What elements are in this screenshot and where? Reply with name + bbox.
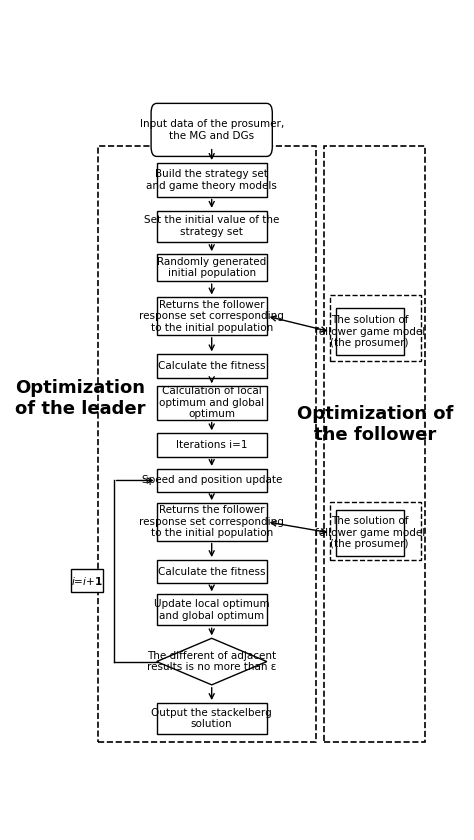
Text: Randomly generated
initial population: Randomly generated initial population [157, 257, 266, 279]
Text: Optimization of
the follower: Optimization of the follower [297, 405, 453, 444]
FancyBboxPatch shape [156, 469, 267, 492]
FancyBboxPatch shape [156, 163, 267, 197]
FancyBboxPatch shape [151, 103, 272, 156]
Text: Update local optimum
and global optimum: Update local optimum and global optimum [154, 599, 270, 621]
FancyBboxPatch shape [156, 254, 267, 281]
Text: Returns the follower
response set corresponding
to the initial population: Returns the follower response set corres… [139, 506, 284, 538]
Text: Calculation of local
optimum and global
optimum: Calculation of local optimum and global … [159, 386, 264, 419]
FancyBboxPatch shape [71, 569, 103, 592]
Text: Calculate the fitness: Calculate the fitness [158, 361, 265, 371]
Text: Optimization
of the leader: Optimization of the leader [15, 379, 146, 417]
Text: $i$=$i$+$\mathbf{1}$: $i$=$i$+$\mathbf{1}$ [71, 575, 103, 586]
Text: Output the stackelberg
solution: Output the stackelberg solution [151, 707, 272, 729]
FancyBboxPatch shape [156, 211, 267, 242]
Text: Iterations i=1: Iterations i=1 [176, 440, 247, 450]
Text: The solution of
follower game model
(the prosumer): The solution of follower game model (the… [315, 315, 425, 349]
Text: Calculate the fitness: Calculate the fitness [158, 567, 265, 577]
FancyBboxPatch shape [336, 308, 404, 355]
Bar [330, 501, 421, 560]
FancyBboxPatch shape [156, 433, 267, 456]
Bar [324, 146, 425, 743]
Text: Speed and position update: Speed and position update [142, 475, 282, 486]
FancyBboxPatch shape [336, 510, 404, 556]
FancyBboxPatch shape [156, 297, 267, 335]
FancyBboxPatch shape [156, 595, 267, 625]
Bar [330, 295, 421, 361]
Text: Input data of the prosumer,
the MG and DGs: Input data of the prosumer, the MG and D… [139, 119, 284, 141]
FancyBboxPatch shape [156, 503, 267, 541]
Text: Returns the follower
response set corresponding
to the initial population: Returns the follower response set corres… [139, 300, 284, 333]
Text: The solution of
follower game model
(the prosumer): The solution of follower game model (the… [315, 517, 425, 549]
FancyBboxPatch shape [156, 354, 267, 378]
FancyBboxPatch shape [156, 560, 267, 583]
Bar [98, 146, 316, 743]
Polygon shape [156, 638, 267, 685]
FancyBboxPatch shape [156, 386, 267, 420]
FancyBboxPatch shape [156, 703, 267, 734]
Text: Set the initial value of the
strategy set: Set the initial value of the strategy se… [144, 216, 279, 237]
Text: Build the strategy set
and game theory models: Build the strategy set and game theory m… [146, 169, 277, 191]
Text: The different of adjacent
results is no more than ε: The different of adjacent results is no … [147, 651, 276, 672]
